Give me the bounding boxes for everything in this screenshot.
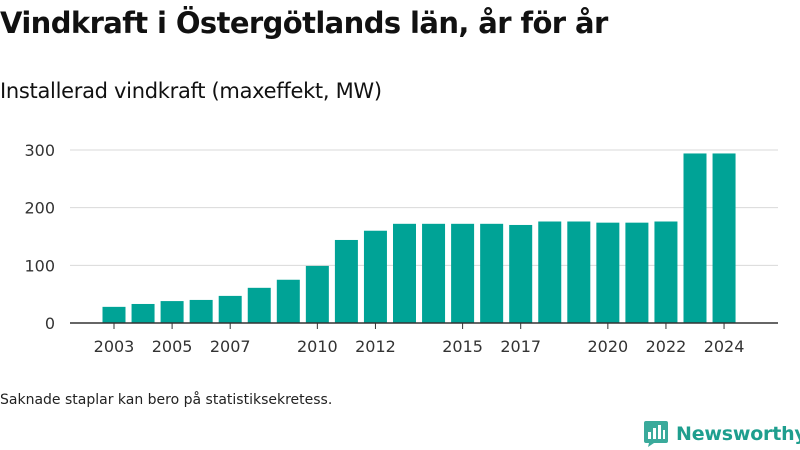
y-tick-label: 200 (24, 199, 55, 218)
bar-2011 (334, 239, 358, 323)
bar-2019 (567, 221, 591, 323)
x-tick-label: 2005 (152, 337, 193, 356)
bar-2010 (305, 265, 329, 323)
footnote: Saknade staplar kan bero på statistiksek… (0, 392, 333, 408)
bar-2003 (102, 306, 126, 323)
newsworthy-brand[interactable]: Newsworthy (643, 419, 800, 449)
chart-title: Vindkraft i Östergötlands län, år för år (0, 6, 608, 40)
x-tick-label: 2007 (210, 337, 251, 356)
bar-2008 (247, 287, 271, 323)
y-tick-label: 300 (24, 141, 55, 160)
bar-2009 (276, 279, 300, 323)
bar-2007 (218, 295, 242, 323)
bar-2023 (683, 153, 707, 323)
x-tick-label: 2024 (704, 337, 745, 356)
x-tick-label: 2003 (94, 337, 135, 356)
chart-subtitle: Installerad vindkraft (maxeffekt, MW) (0, 79, 382, 103)
x-tick-label: 2022 (646, 337, 687, 356)
bar-2017 (509, 224, 533, 323)
bar-2012 (363, 230, 387, 323)
bar-2021 (625, 222, 649, 323)
x-tick-label: 2010 (297, 337, 338, 356)
bar-2013 (393, 223, 416, 323)
newsworthy-logo-icon (644, 421, 668, 447)
bar-2018 (538, 221, 562, 323)
bar-2022 (654, 221, 678, 323)
bar-2006 (189, 299, 213, 323)
bar-2015 (451, 223, 475, 323)
brand-name: Newsworthy (676, 423, 800, 445)
x-tick-label: 2020 (587, 337, 628, 356)
x-tick-label: 2017 (500, 337, 541, 356)
bar-2016 (480, 223, 504, 323)
y-tick-label: 100 (24, 256, 55, 275)
bar-2004 (131, 303, 155, 323)
y-tick-label: 0 (45, 314, 55, 333)
bars (102, 153, 736, 323)
bar-2014 (422, 223, 446, 323)
x-tick-label: 2015 (442, 337, 483, 356)
bar-2005 (160, 301, 184, 323)
x-axis-ticks: 2003 2005 2007 2010 2012 2015 2017 2020 2022 2024 (94, 323, 745, 356)
bar-2024 (712, 153, 736, 323)
y-axis-ticks: 0 100 200 300 (24, 141, 55, 333)
x-tick-label: 2012 (355, 337, 396, 356)
bar-2020 (596, 222, 620, 323)
